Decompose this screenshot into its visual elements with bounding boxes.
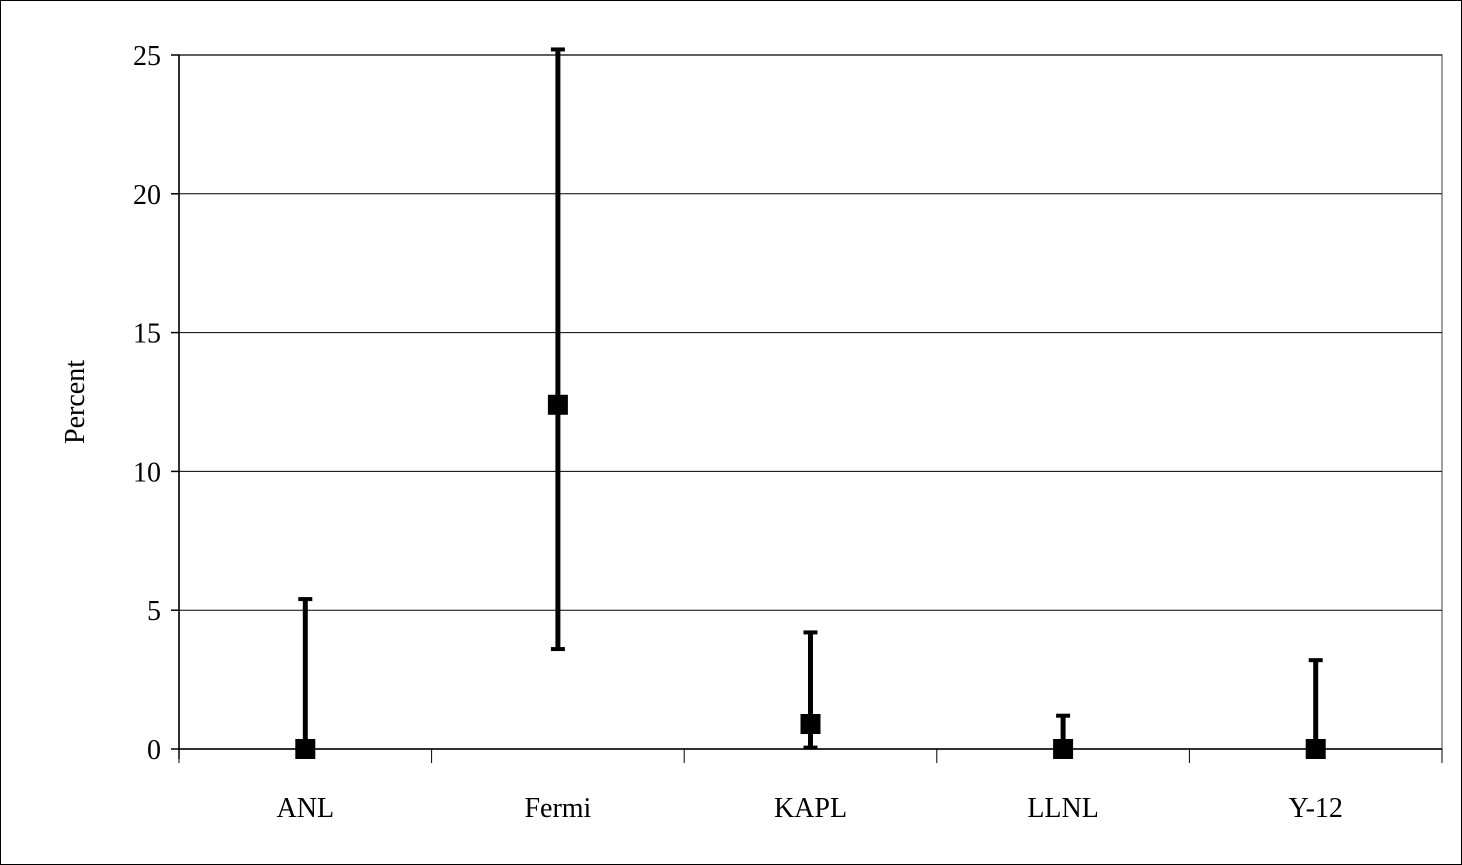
data-point-marker: [800, 714, 821, 735]
data-marks: [295, 47, 1326, 759]
y-axis-title: Percent: [60, 360, 91, 444]
data-point-marker: [1305, 739, 1326, 759]
x-category-label: LLNL: [1027, 793, 1099, 824]
x-category-labels: ANL Fermi KAPL LLNL Y-12: [277, 793, 1343, 824]
data-point-marker: [295, 739, 316, 759]
y-tick-label: 10: [133, 457, 161, 488]
x-category-label: ANL: [277, 793, 335, 824]
data-point-marker: [547, 394, 568, 415]
x-category-label: Fermi: [524, 793, 591, 824]
y-tick-label: 0: [147, 735, 161, 766]
y-tick-labels: 0 5 10 15 20 25: [133, 41, 161, 766]
y-tick-label: 5: [147, 596, 161, 627]
data-point-marker: [1053, 739, 1074, 759]
gridlines: [179, 54, 1442, 611]
y-tick-label: 20: [133, 180, 161, 211]
x-category-label: Y-12: [1288, 793, 1342, 824]
y-tick-label: 15: [133, 319, 161, 350]
y-tick-label: 25: [133, 41, 161, 72]
x-category-label: KAPL: [774, 793, 847, 824]
